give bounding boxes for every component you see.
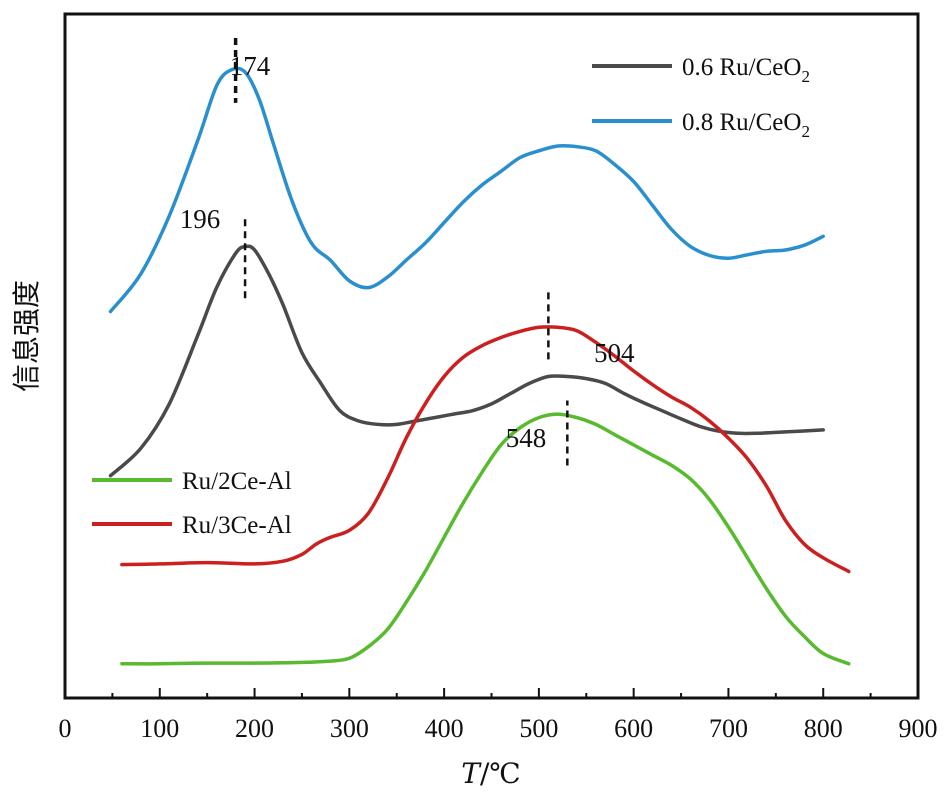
peak-label-196: 196 (180, 204, 221, 234)
peak-label-504: 504 (594, 338, 635, 368)
series-line-ru-2ce-al (120, 412, 851, 666)
legend-top-right: 0.6 Ru/CeO2 0.8 Ru/CeO2 (592, 54, 810, 141)
series-layer (108, 66, 851, 666)
peak-label-174: 174 (230, 51, 271, 81)
series-line-0-8-ru-ceo2 (108, 66, 825, 314)
legend-entry-0-6-ru-ceo2: 0.6 Ru/CeO2 (682, 54, 810, 86)
annotation-layer: 174 196 504 548 (180, 37, 635, 466)
x-tick-label: 100 (140, 714, 179, 743)
x-tick-label: 600 (614, 714, 653, 743)
x-tick-label: 0 (59, 714, 72, 743)
y-axis-label: 信息强度 (10, 280, 43, 392)
x-axis-label: T/℃ (461, 757, 520, 790)
x-axis-ticks: 0 100 200 300 400 500 600 700 800 900 (59, 688, 938, 743)
series-line-ru-3ce-al (120, 325, 851, 574)
x-tick-label: 900 (899, 714, 938, 743)
x-tick-label: 300 (330, 714, 369, 743)
x-tick-label: 800 (804, 714, 843, 743)
x-tick-label: 400 (425, 714, 464, 743)
peak-label-548: 548 (506, 423, 547, 453)
x-tick-label: 500 (519, 714, 558, 743)
legend-entry-0-8-ru-ceo2: 0.8 Ru/CeO2 (682, 109, 810, 141)
x-tick-label: 700 (709, 714, 748, 743)
legend-entry-ru-3ce-al: Ru/3Ce-Al (182, 512, 292, 539)
legend-entry-ru-2ce-al: Ru/2Ce-Al (182, 468, 292, 495)
legend-center-left: Ru/2Ce-Al Ru/3Ce-Al (92, 468, 292, 539)
series-line-0-6-ru-ceo2 (108, 244, 825, 478)
x-tick-label: 200 (235, 714, 274, 743)
